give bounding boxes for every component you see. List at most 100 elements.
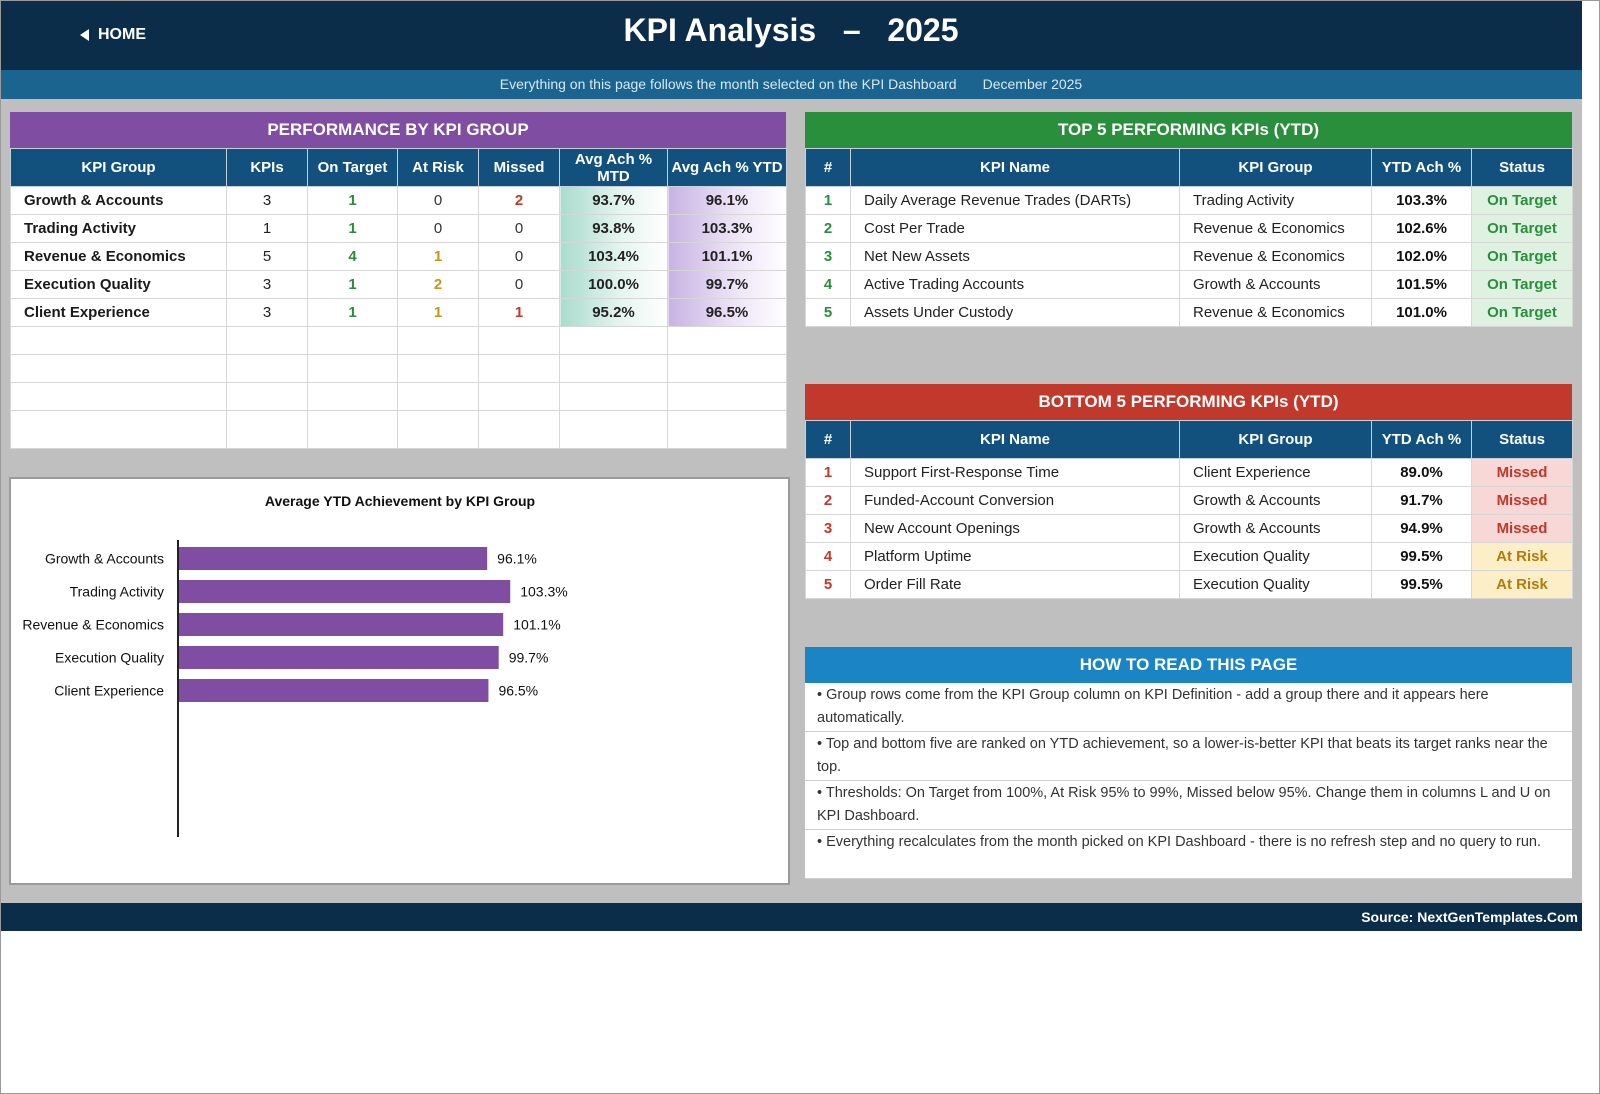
chart-svg: Average YTD Achievement by KPI Group Grow… <box>22 493 568 837</box>
avg-ytd: 103.3% <box>667 214 787 243</box>
kpi-name: Cost Per Trade <box>850 214 1180 243</box>
avg-ytd: 96.5% <box>667 298 787 327</box>
missed-count: 0 <box>478 270 560 299</box>
kpi-name: Net New Assets <box>850 242 1180 271</box>
col-ytd-ach: YTD Ach % <box>1371 148 1472 187</box>
kpi-count: 3 <box>226 186 308 215</box>
rank-number: 4 <box>805 542 851 571</box>
ytd-achievement: 89.0% <box>1371 458 1472 487</box>
title-bar: HOME KPI Analysis – 2025 <box>0 0 1582 70</box>
top5-row: 3 Net New Assets Revenue & Economics 102.0%… <box>805 242 1573 271</box>
group-panel-title: PERFORMANCE BY KPI GROUP <box>10 112 786 148</box>
on-target-count: 1 <box>307 186 398 215</box>
kpi-count: 1 <box>226 214 308 243</box>
avg-ytd: 101.1% <box>667 242 787 271</box>
status-badge: Missed <box>1471 486 1573 515</box>
ytd-achievement: 91.7% <box>1371 486 1472 515</box>
empty-cell <box>307 326 398 355</box>
group-row: Execution Quality 3 1 2 0 100.0% 99.7% <box>10 270 787 299</box>
ytd-achievement: 99.5% <box>1371 542 1472 571</box>
bar <box>179 613 504 636</box>
missed-count: 0 <box>478 214 560 243</box>
col-kpis: KPIs <box>226 148 308 187</box>
kpi-group: Trading Activity <box>1179 186 1372 215</box>
group-name: Revenue & Economics <box>10 242 227 271</box>
category-label: Revenue & Economics <box>22 617 164 633</box>
status-badge: Missed <box>1471 458 1573 487</box>
how-to-read-item: • Everything recalculates from the month… <box>805 830 1572 879</box>
avg-mtd: 93.8% <box>559 214 668 243</box>
top5-row: 4 Active Trading Accounts Growth & Account… <box>805 270 1573 299</box>
bar <box>179 580 511 603</box>
group-row: Trading Activity 1 1 0 0 93.8% 103.3% <box>10 214 787 243</box>
kpi-name: New Account Openings <box>850 514 1180 543</box>
col-at-risk: At Risk <box>397 148 479 187</box>
empty-cell <box>307 410 398 449</box>
group-row: Client Experience 3 1 1 1 95.2% 96.5% <box>10 298 787 327</box>
home-button[interactable]: HOME <box>80 24 146 46</box>
empty-cell <box>307 354 398 383</box>
on-target-count: 1 <box>307 214 398 243</box>
ytd-achievement: 99.5% <box>1371 570 1472 599</box>
category-label: Growth & Accounts <box>45 551 164 567</box>
rank-number: 2 <box>805 486 851 515</box>
how-to-read-list: • Group rows come from the KPI Group col… <box>805 683 1572 879</box>
bar-value-label: 101.1% <box>513 617 560 633</box>
rank-number: 1 <box>805 186 851 215</box>
empty-cell <box>667 382 787 411</box>
empty-cell <box>10 410 227 449</box>
empty-cell <box>10 326 227 355</box>
bottom5-row: 1 Support First-Response Time Client Exper… <box>805 458 1573 487</box>
kpi-count: 5 <box>226 242 308 271</box>
group-name: Client Experience <box>10 298 227 327</box>
ytd-achievement: 101.0% <box>1371 298 1472 327</box>
bar-value-label: 103.3% <box>520 584 567 600</box>
at-risk-count: 1 <box>397 298 479 327</box>
empty-row <box>10 382 787 411</box>
subtitle-bar: Everything on this page follows the mont… <box>0 70 1582 99</box>
empty-cell <box>397 326 479 355</box>
page-title: KPI Analysis – 2025 <box>623 12 959 48</box>
top5-header: # KPI Name KPI Group YTD Ach % Status <box>805 148 1573 187</box>
rank-number: 5 <box>805 570 851 599</box>
group-name: Execution Quality <box>10 270 227 299</box>
empty-cell <box>226 326 308 355</box>
empty-cell <box>226 382 308 411</box>
bar-value-label: 96.1% <box>497 551 537 567</box>
top5-row: 5 Assets Under Custody Revenue & Economics… <box>805 298 1573 327</box>
at-risk-count: 0 <box>397 186 479 215</box>
col-kpi-group: KPI Group <box>1179 148 1372 187</box>
rank-number: 2 <box>805 214 851 243</box>
missed-count: 2 <box>478 186 560 215</box>
kpi-count: 3 <box>226 270 308 299</box>
empty-cell <box>559 326 668 355</box>
status-badge: On Target <box>1471 186 1573 215</box>
back-arrow-icon <box>80 29 89 41</box>
home-label: HOME <box>98 26 146 43</box>
status-badge: On Target <box>1471 298 1573 327</box>
how-to-read-item: • Group rows come from the KPI Group col… <box>805 683 1572 732</box>
empty-cell <box>226 354 308 383</box>
empty-cell <box>667 354 787 383</box>
at-risk-count: 2 <box>397 270 479 299</box>
missed-count: 1 <box>478 298 560 327</box>
kpi-name: Order Fill Rate <box>850 570 1180 599</box>
group-row: Revenue & Economics 5 4 1 0 103.4% 101.1% <box>10 242 787 271</box>
selected-month: December 2025 <box>982 76 1083 92</box>
empty-cell <box>667 326 787 355</box>
avg-mtd: 93.7% <box>559 186 668 215</box>
empty-cell <box>307 382 398 411</box>
how-to-read-item: • Top and bottom five are ranked on YTD … <box>805 732 1572 781</box>
col-rank: # <box>805 420 851 459</box>
bottom5-row: 2 Funded-Account Conversion Growth & Accou… <box>805 486 1573 515</box>
how-to-read-item: • Thresholds: On Target from 100%, At Ri… <box>805 781 1572 830</box>
ytd-achievement-chart: Average YTD Achievement by KPI Group Grow… <box>9 477 790 885</box>
col-missed: Missed <box>478 148 560 187</box>
empty-cell <box>478 354 560 383</box>
col-on-target: On Target <box>307 148 398 187</box>
empty-row <box>10 326 787 355</box>
group-table-header: KPI Group KPIs On Target At Risk Missed … <box>10 148 787 187</box>
kpi-name: Daily Average Revenue Trades (DARTs) <box>850 186 1180 215</box>
